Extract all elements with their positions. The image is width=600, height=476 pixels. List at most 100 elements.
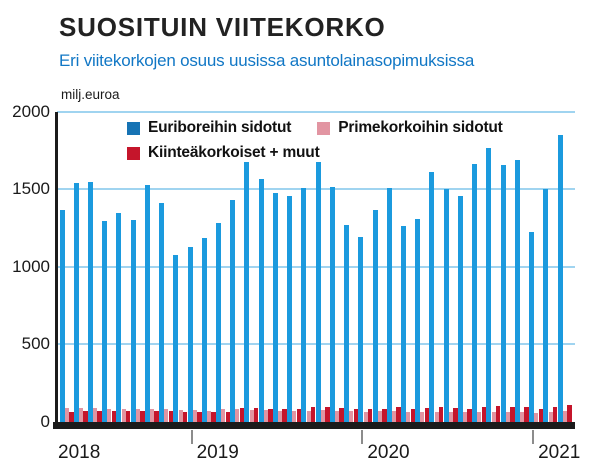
bar-euribor-2018-05 <box>73 183 79 422</box>
bar-fixed-2019-11 <box>339 408 344 422</box>
bar-fixed-2020-09 <box>481 406 487 422</box>
page-title: SUOSITUIN VIITEKORKO <box>59 12 386 42</box>
bar-fixed-2021-02 <box>552 406 558 422</box>
bar-euribor-2019-06 <box>258 178 264 422</box>
bar-fixed-2019-01 <box>197 411 202 422</box>
bar-fixed-2019-10 <box>325 406 330 422</box>
legend-label: Euriboreihin sidotut <box>148 119 292 136</box>
bar-euribor-2019-05 <box>244 162 250 422</box>
bar-fixed-2019-07 <box>282 409 287 422</box>
legend-item: Euriboreihin sidotut <box>127 119 291 137</box>
bar-prime-2019-09 <box>306 410 311 422</box>
bar-euribor-2019-08 <box>287 196 293 422</box>
y-axis-tick-label: 1000 <box>12 256 50 276</box>
bar-fixed-2018-12 <box>182 412 188 422</box>
y-axis-tick-label: 0 <box>40 411 50 431</box>
bar-fixed-2021-03 <box>567 404 572 422</box>
legend-item: Kiinteäkorkoiset + muut <box>127 144 320 162</box>
bar-prime-2020-07 <box>448 411 453 422</box>
x-axis-year-label-2019: 2019 <box>196 441 239 463</box>
legend-swatch-icon <box>317 121 331 135</box>
year-tick-2019 <box>190 429 193 444</box>
bar-fixed-2019-05 <box>253 407 259 422</box>
x-axis-year-label-2018: 2018 <box>58 441 101 463</box>
bar-prime-2020-08 <box>463 412 468 422</box>
bar-euribor-2018-07 <box>102 221 108 422</box>
y-axis-line <box>55 112 58 430</box>
bar-euribor-2018-10 <box>144 184 150 422</box>
bar-euribor-2020-07 <box>443 188 449 422</box>
bar-euribor-2019-01 <box>187 246 193 422</box>
bar-prime-2021-01 <box>534 412 539 422</box>
bar-prime-2018-10 <box>150 409 155 422</box>
bar-euribor-2020-02 <box>372 209 378 422</box>
bar-prime-2020-11 <box>505 412 510 422</box>
bar-euribor-2019-11 <box>329 187 335 422</box>
bar-fixed-2018-04 <box>69 411 74 422</box>
bar-euribor-2019-09 <box>301 187 307 422</box>
bar-euribor-2020-09 <box>472 163 478 422</box>
bar-prime-2018-05 <box>78 408 83 422</box>
bar-prime-2020-04 <box>406 411 411 422</box>
bar-prime-2020-05 <box>420 412 425 422</box>
year-tick-2021 <box>532 429 535 444</box>
bar-euribor-2020-12 <box>514 160 520 422</box>
legend-row-1: Euriboreihin sidotut Primekorkoihin sidot… <box>127 119 503 137</box>
bar-prime-2019-03 <box>221 409 226 422</box>
bar-euribor-2018-11 <box>159 203 165 422</box>
bar-fixed-2019-06 <box>268 408 273 422</box>
bar-fixed-2019-09 <box>310 407 316 422</box>
legend-label: Kiinteäkorkoiset + muut <box>148 144 320 161</box>
y-axis-unit-label: milj.euroa <box>61 87 120 102</box>
bar-prime-2020-12 <box>520 411 525 422</box>
bar-fixed-2020-03 <box>396 406 401 422</box>
bar-euribor-2018-09 <box>130 219 136 422</box>
bar-prime-2018-06 <box>93 408 98 422</box>
bar-fixed-2019-12 <box>353 408 359 422</box>
x-axis-year-label-2021: 2021 <box>538 441 581 463</box>
bar-prime-2020-09 <box>477 412 482 422</box>
bar-euribor-2019-07 <box>272 193 278 422</box>
bar-prime-2020-10 <box>491 411 496 422</box>
y-axis-tick-label: 500 <box>21 334 50 354</box>
bar-fixed-2020-05 <box>424 408 430 422</box>
bar-fixed-2021-01 <box>538 409 544 422</box>
bar-prime-2019-08 <box>292 410 297 422</box>
bar-fixed-2020-06 <box>438 406 444 422</box>
bar-fixed-2020-01 <box>367 409 373 422</box>
bar-prime-2019-02 <box>207 410 211 422</box>
bar-euribor-2021-02 <box>543 189 549 422</box>
bar-fixed-2018-08 <box>125 411 131 422</box>
bar-euribor-2019-12 <box>344 225 350 422</box>
bar-prime-2019-12 <box>349 410 354 422</box>
bar-prime-2018-04 <box>64 407 69 422</box>
bar-fixed-2020-04 <box>410 408 416 422</box>
legend-swatch-icon <box>127 121 140 135</box>
bar-euribor-2020-05 <box>415 218 421 422</box>
bar-euribor-2020-11 <box>500 165 506 422</box>
year-tick-2020 <box>361 429 364 444</box>
bar-euribor-2020-08 <box>457 196 463 422</box>
bar-prime-2018-11 <box>164 408 169 422</box>
bar-prime-2020-01 <box>363 411 368 422</box>
bar-fixed-2020-08 <box>467 408 472 422</box>
bar-euribor-2020-01 <box>358 237 364 422</box>
bar-prime-2019-07 <box>278 410 283 422</box>
legend-swatch-icon <box>127 146 140 160</box>
bar-euribor-2018-08 <box>116 213 122 422</box>
gridline-2000 <box>57 111 575 113</box>
bar-prime-2018-07 <box>107 408 112 422</box>
bar-fixed-2019-08 <box>296 409 302 422</box>
legend-label: Primekorkoihin sidotut <box>338 119 503 136</box>
bar-fixed-2020-10 <box>495 406 501 422</box>
bar-euribor-2019-02 <box>201 238 207 422</box>
bar-euribor-2019-04 <box>230 200 236 422</box>
bar-prime-2019-05 <box>249 409 254 422</box>
bar-euribor-2021-03 <box>557 135 563 422</box>
bar-prime-2019-06 <box>263 410 268 422</box>
bar-fixed-2019-04 <box>239 408 245 422</box>
bar-prime-2018-09 <box>135 409 140 422</box>
y-axis-tick-label: 1500 <box>12 179 50 199</box>
bar-fixed-2018-11 <box>168 411 174 422</box>
